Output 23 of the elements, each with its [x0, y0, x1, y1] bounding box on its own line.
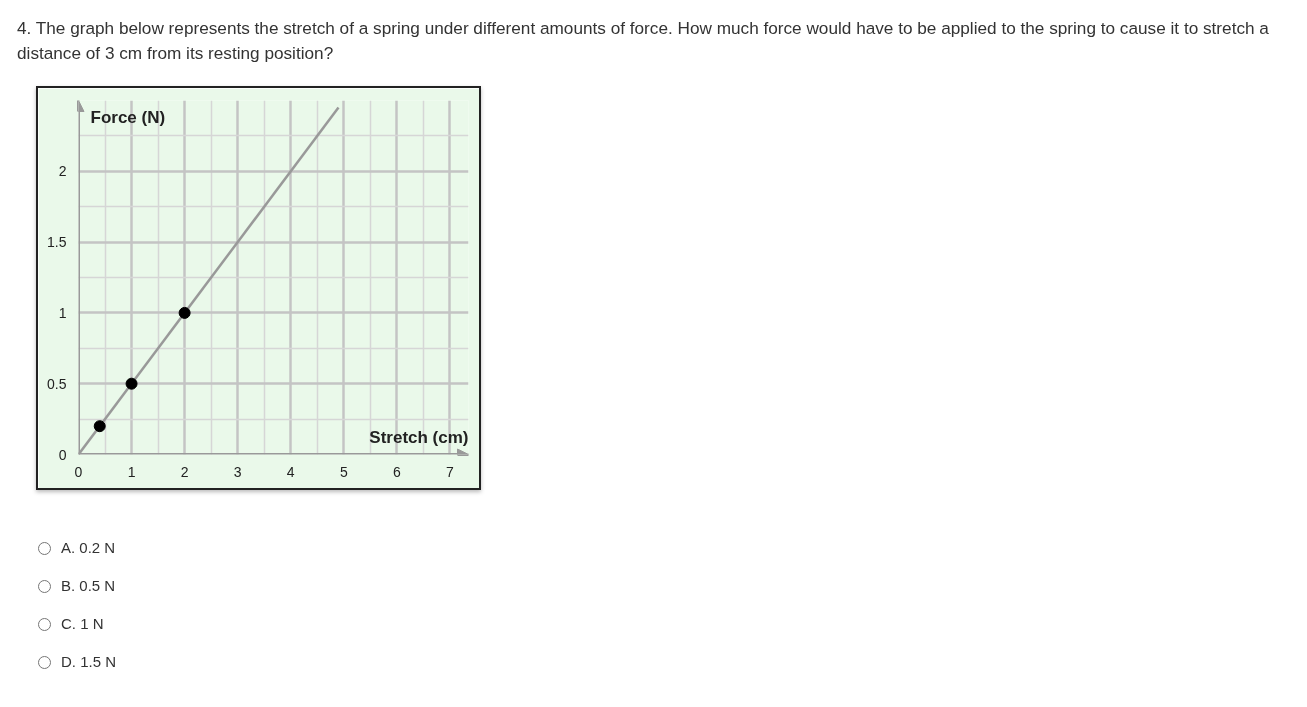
text: 4. The graph below represents the stretch of a spring under different amounts of force. How much force would have to be applied to the spring to cause it to stretch a distance of 3 cm from its resting position? [17, 17, 1270, 65]
text: C. 1 N [60, 614, 105, 634]
point [125, 377, 138, 390]
x-tick-label: 1 [127, 463, 136, 480]
text: A. 0.2 N [60, 538, 117, 558]
x-tick-label: 6 [392, 463, 401, 480]
x-tick-label: 2 [180, 463, 189, 480]
y-tick-label: 0 [58, 446, 67, 463]
x-tick-label: 5 [339, 463, 348, 480]
y-tick-label: 1.5 [47, 234, 67, 251]
x-tick-label: 4 [286, 463, 295, 480]
y-tick-label: 1 [58, 304, 67, 321]
text: B. 0.5 N [60, 576, 117, 596]
x-tick-label: 0 [74, 463, 83, 480]
x-tick-label: 7 [446, 463, 455, 480]
point [93, 420, 106, 433]
x-axis-title: Stretch (cm) [369, 427, 469, 447]
point [178, 306, 191, 319]
y-tick-label: 2 [58, 163, 67, 180]
y-axis-title: Force (N) [90, 107, 166, 127]
x-tick-label: 3 [233, 463, 242, 480]
y-tick-label: 0.5 [47, 375, 67, 392]
text: D. 1.5 N [60, 652, 117, 672]
